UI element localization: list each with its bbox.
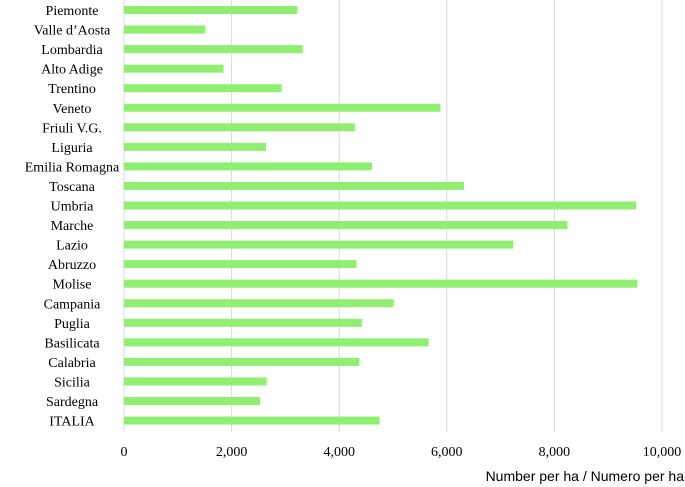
bar-9	[124, 181, 465, 190]
category-label: Molise	[53, 278, 92, 293]
bar-10	[124, 201, 637, 210]
category-label: Puglia	[54, 317, 91, 332]
category-label: Piemonte	[46, 4, 99, 19]
bar-12	[124, 240, 513, 249]
category-label: Liguria	[51, 141, 93, 156]
bar-20	[124, 397, 261, 405]
bar-8	[124, 162, 373, 171]
bar-3	[124, 64, 224, 73]
bar-6	[124, 123, 355, 132]
x-tick-label: 10,000	[643, 445, 682, 460]
category-label: Trentino	[48, 82, 96, 97]
bar-19	[124, 377, 267, 386]
bar-15	[124, 299, 394, 308]
x-tick-labels: 0 2,000 4,000 6,000 8,000 10,000	[121, 445, 682, 460]
category-label: Abruzzo	[48, 258, 96, 273]
category-label: Valle d’Aosta	[34, 24, 111, 39]
category-label: Sicilia	[54, 375, 91, 390]
x-tick-label: 4,000	[323, 445, 355, 460]
bars	[124, 6, 638, 425]
category-label: Friuli V.G.	[42, 121, 102, 136]
category-labels: Piemonte Valle d’Aosta Lombardia Alto Adige…	[25, 4, 120, 430]
bar-18	[124, 357, 360, 366]
category-label: Toscana	[49, 180, 95, 195]
category-label: Campania	[44, 297, 102, 312]
category-label: Sardegna	[46, 395, 99, 410]
category-label: ITALIA	[49, 415, 95, 430]
bar-0	[124, 6, 298, 14]
category-label: Veneto	[53, 102, 92, 117]
category-label: Alto Adige	[41, 63, 103, 78]
bar-7	[124, 142, 267, 151]
bar-2	[124, 45, 303, 54]
bar-1	[124, 25, 206, 34]
category-label: Umbria	[51, 200, 95, 215]
category-label: Emilia Romagna	[25, 160, 120, 175]
bar-16	[124, 318, 362, 327]
bar-13	[124, 260, 357, 269]
x-tick-label: 0	[121, 445, 128, 460]
x-tick-label: 8,000	[539, 445, 571, 460]
x-axis-title: Number per ha / Numero per ha	[486, 468, 685, 484]
category-label: Lombardia	[41, 43, 103, 58]
x-tick-label: 6,000	[431, 445, 463, 460]
bar-5	[124, 103, 441, 112]
bar-11	[124, 221, 568, 230]
x-tick-label: 2,000	[216, 445, 248, 460]
bar-4	[124, 84, 282, 93]
category-label: Marche	[51, 219, 94, 234]
bar-14	[124, 279, 638, 288]
category-label: Calabria	[48, 356, 96, 371]
category-label: Basilicata	[44, 336, 100, 351]
bar-17	[124, 338, 429, 347]
category-label: Lazio	[56, 239, 88, 254]
bar-21	[124, 416, 380, 425]
